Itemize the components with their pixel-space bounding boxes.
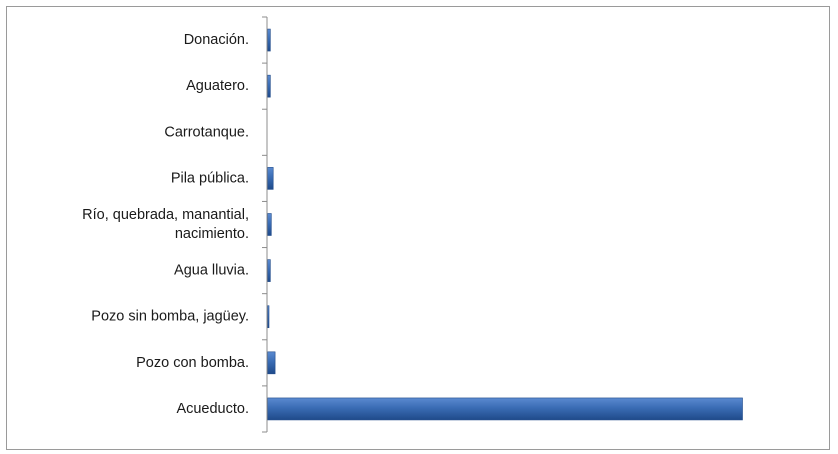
bar-3	[267, 259, 271, 282]
category-label-line: Aguatero.	[186, 78, 249, 94]
chart-frame	[6, 6, 830, 450]
category-label: Agua lluvia.	[174, 263, 249, 279]
category-label: Acueducto.	[176, 401, 249, 417]
category-labels: Acueducto. Pozo con bomba. Pozo sin bomba,…	[82, 32, 249, 417]
y-axis	[262, 16, 268, 433]
category-label-line: Pozo sin bomba, jagüey.	[91, 309, 249, 325]
category-label-line: Río, quebrada, manantial,	[82, 207, 249, 223]
bars-group	[267, 28, 743, 421]
category-label-line: nacimiento.	[175, 226, 249, 242]
bar-0	[267, 397, 743, 421]
bar-7	[267, 74, 271, 98]
category-label-line: Acueducto.	[176, 401, 249, 417]
bar-1	[267, 351, 276, 375]
category-label: Pozo con bomba.	[136, 355, 249, 371]
category-label-line: Donación.	[184, 32, 249, 48]
category-label-line: Pozo con bomba.	[136, 355, 249, 371]
category-label-line: Pila pública.	[171, 170, 249, 186]
category-label-line: Agua lluvia.	[174, 263, 249, 279]
category-label: Pila pública.	[171, 170, 249, 186]
category-label: Carrotanque.	[164, 124, 249, 140]
category-label: Donación.	[184, 32, 249, 48]
category-label: Pozo sin bomba, jagüey.	[91, 309, 249, 325]
bar-4	[267, 213, 272, 236]
category-label: Río, quebrada, manantial, nacimiento.	[82, 207, 249, 242]
bar-5	[267, 167, 274, 190]
category-label: Aguatero.	[186, 78, 249, 94]
bar-2	[267, 305, 270, 329]
category-label-line: Carrotanque.	[164, 124, 249, 140]
bar-8	[267, 28, 271, 52]
